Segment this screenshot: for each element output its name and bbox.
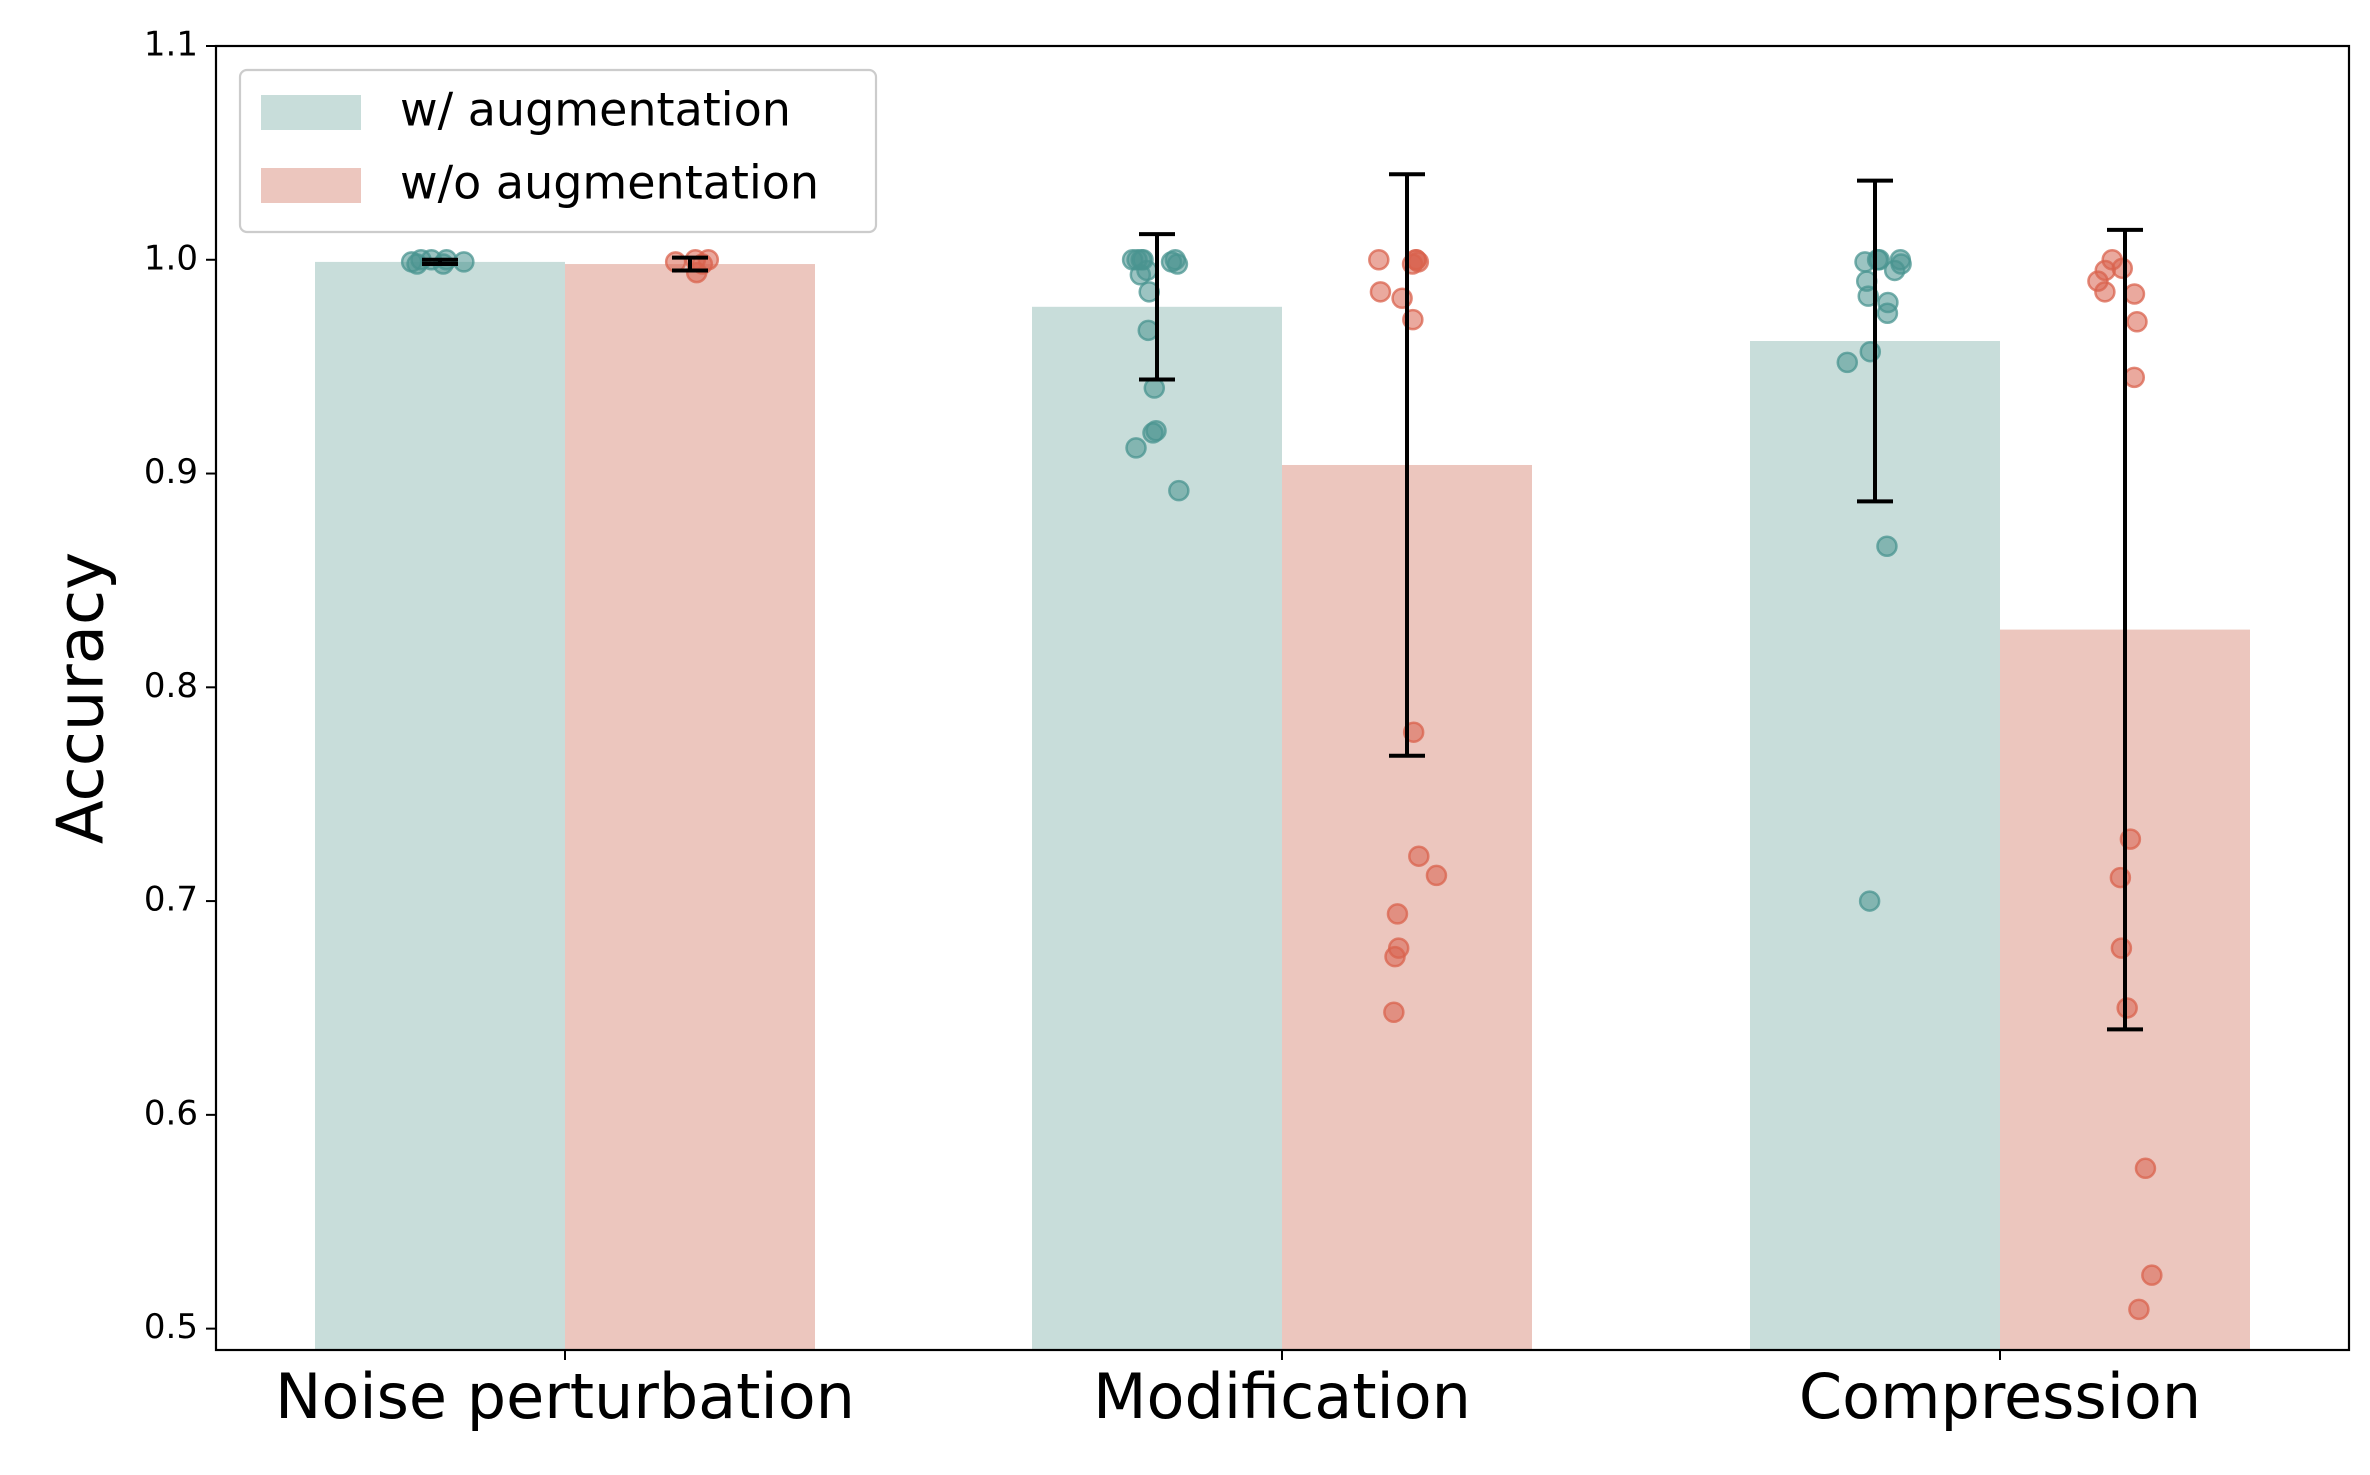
point-without-aug-2-13 [2128,1298,2150,1321]
y-tick-label-2: 0.7 [144,880,198,920]
point-without-aug-1-14 [1405,249,1427,271]
x-tick-label-1: Modification [1093,1360,1471,1433]
point-without-aug-2-12 [2141,1264,2163,1286]
y-axis-label: Accuracy [45,552,119,844]
point-with-aug-2-11 [1858,890,1881,912]
point-without-aug-2-9 [2110,937,2133,959]
point-without-aug-1-12 [1384,945,1406,968]
y-tick-label-1: 0.6 [144,1093,198,1133]
point-without-aug-1-10 [1386,903,1409,925]
legend-swatch-without-augmentation [261,168,361,203]
bars-layer [315,261,2250,1350]
point-without-aug-2-8 [2109,866,2132,889]
point-without-aug-2-10 [2116,997,2138,1019]
point-with-aug-2-9 [1836,351,1859,374]
axes-layer: 0.5 0.6 0.7 0.8 0.9 1.0 1.1 Noise perturbation M… [144,25,2201,1434]
point-with-aug-1-10 [1142,422,1164,444]
point-with-aug-2-10 [1876,535,1898,557]
point-without-aug-2-6 [2123,366,2146,389]
legend-swatch-with-augmentation [261,95,361,130]
point-with-aug-0-6 [400,251,423,273]
y-tick-label-6: 1.1 [144,25,198,65]
point-with-aug-0-3 [453,251,475,273]
point-with-aug-1-7 [1137,319,1160,342]
point-with-aug-1-11 [1125,437,1147,459]
bar-without-aug-0 [565,264,815,1350]
y-tick-label-0: 0.5 [144,1307,198,1347]
bar-with-aug-1 [1032,306,1282,1350]
point-with-aug-2-13 [1890,253,1912,275]
legend-frame [238,68,878,234]
y-tick-label-4: 0.9 [144,452,198,492]
point-without-aug-2-14 [2094,259,2116,282]
point-without-aug-1-8 [1408,845,1430,867]
point-without-aug-1-4 [1369,281,1392,303]
point-without-aug-1-0 [1368,249,1390,271]
point-without-aug-2-3 [2094,281,2116,303]
point-with-aug-2-6 [1857,285,1879,307]
point-with-aug-2-2 [1854,251,1876,273]
legend: w/ augmentation w/o augmentation [238,68,878,234]
legend-label-with-augmentation: w/ augmentation [400,83,791,137]
point-with-aug-1-15 [1166,253,1189,275]
y-tick-label-5: 1.0 [144,238,198,278]
point-without-aug-0-3 [697,249,720,271]
point-without-aug-2-11 [2134,1157,2157,1180]
point-without-aug-2-4 [2123,283,2146,305]
bar-with-aug-0 [315,261,565,1350]
point-with-aug-1-12 [1168,479,1190,502]
legend-label-without-augmentation: w/o augmentation [400,156,819,210]
point-with-aug-1-14 [1132,249,1154,271]
error-bars-layer [422,172,2143,1032]
x-tick-label-2: Compression [1799,1360,2201,1433]
point-without-aug-2-5 [2126,311,2148,333]
bar-with-aug-2 [1750,341,2000,1350]
point-with-aug-2-7 [1876,302,1899,324]
point-without-aug-1-13 [1383,1001,1405,1023]
x-tick-label-0: Noise perturbation [275,1360,855,1433]
point-without-aug-1-9 [1425,864,1448,887]
y-tick-label-3: 0.8 [144,666,198,706]
